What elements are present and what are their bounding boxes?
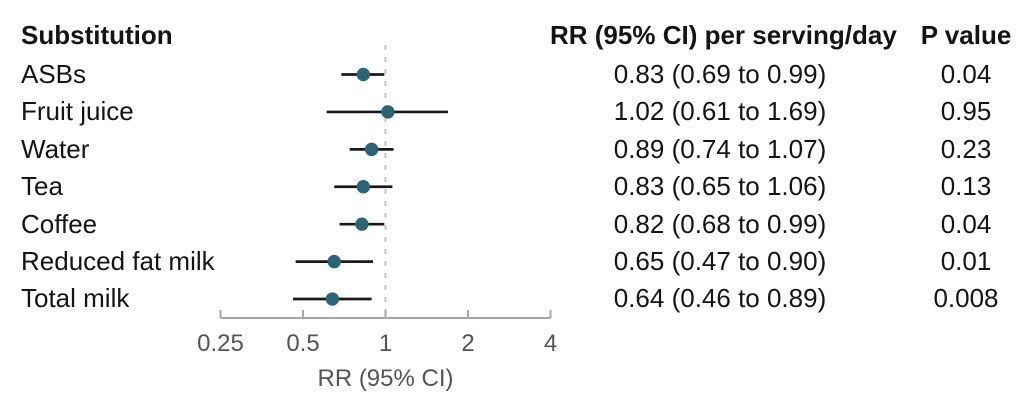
rr-ci-value: 0.65 (0.47 to 0.90) — [613, 245, 827, 276]
row-label: Coffee — [21, 208, 98, 239]
row-label: Fruit juice — [21, 96, 134, 127]
substitution-labels-column: ASBs Fruit juice Water Tea Coffee Reduce… — [21, 56, 311, 318]
point-estimate — [356, 67, 371, 82]
x-axis-title: RR (95% CI) — [317, 365, 453, 392]
p-value: 0.008 — [933, 283, 999, 314]
x-axis-tick-label: 4 — [544, 330, 557, 357]
rr-values-column: 0.83 (0.69 to 0.99) 1.02 (0.61 to 1.69) … — [550, 56, 890, 318]
point-estimate — [327, 254, 341, 269]
pvalue-column-header: P value — [920, 20, 1012, 50]
rr-ci-value: 0.64 (0.46 to 0.89) — [613, 283, 827, 314]
p-value: 0.95 — [940, 96, 992, 127]
substitution-column-header: Substitution — [21, 20, 173, 50]
row-label: Total milk — [21, 283, 130, 314]
x-axis-tick-label: 0.5 — [286, 330, 319, 357]
rr-ci-value: 0.82 (0.68 to 0.99) — [613, 208, 827, 239]
rr-column-header: RR (95% CI) per serving/day — [550, 20, 897, 50]
x-axis-tick-label: 0.25 — [197, 330, 244, 357]
p-value: 0.04 — [940, 208, 992, 239]
forest-plot: 0.25 0.5 1 2 4 RR (95% CI) — [197, 45, 557, 392]
row-label: ASBs — [21, 58, 87, 89]
row-label: Tea — [21, 171, 63, 202]
point-estimate — [355, 217, 369, 231]
rr-ci-value: 0.89 (0.74 to 1.07) — [613, 133, 827, 164]
rr-ci-value: 1.02 (0.61 to 1.69) — [613, 96, 827, 127]
row-label: Water — [21, 133, 90, 164]
point-estimate — [325, 292, 340, 306]
p-value: 0.23 — [940, 133, 992, 164]
rr-ci-value: 0.83 (0.69 to 0.99) — [613, 58, 827, 89]
point-estimate — [364, 142, 379, 157]
rr-ci-value: 0.83 (0.65 to 1.06) — [613, 171, 827, 202]
row-label: Reduced fat milk — [21, 245, 215, 276]
x-axis-tick-label: 2 — [461, 330, 474, 357]
p-value: 0.04 — [940, 58, 992, 89]
pvalues-column: 0.04 0.95 0.23 0.13 0.04 0.01 0.008 — [901, 56, 1031, 318]
point-estimate — [381, 105, 395, 119]
point-estimate — [356, 180, 371, 194]
x-axis-tick-label: 1 — [379, 330, 392, 357]
p-value: 0.01 — [940, 245, 992, 276]
p-value: 0.13 — [940, 171, 992, 202]
